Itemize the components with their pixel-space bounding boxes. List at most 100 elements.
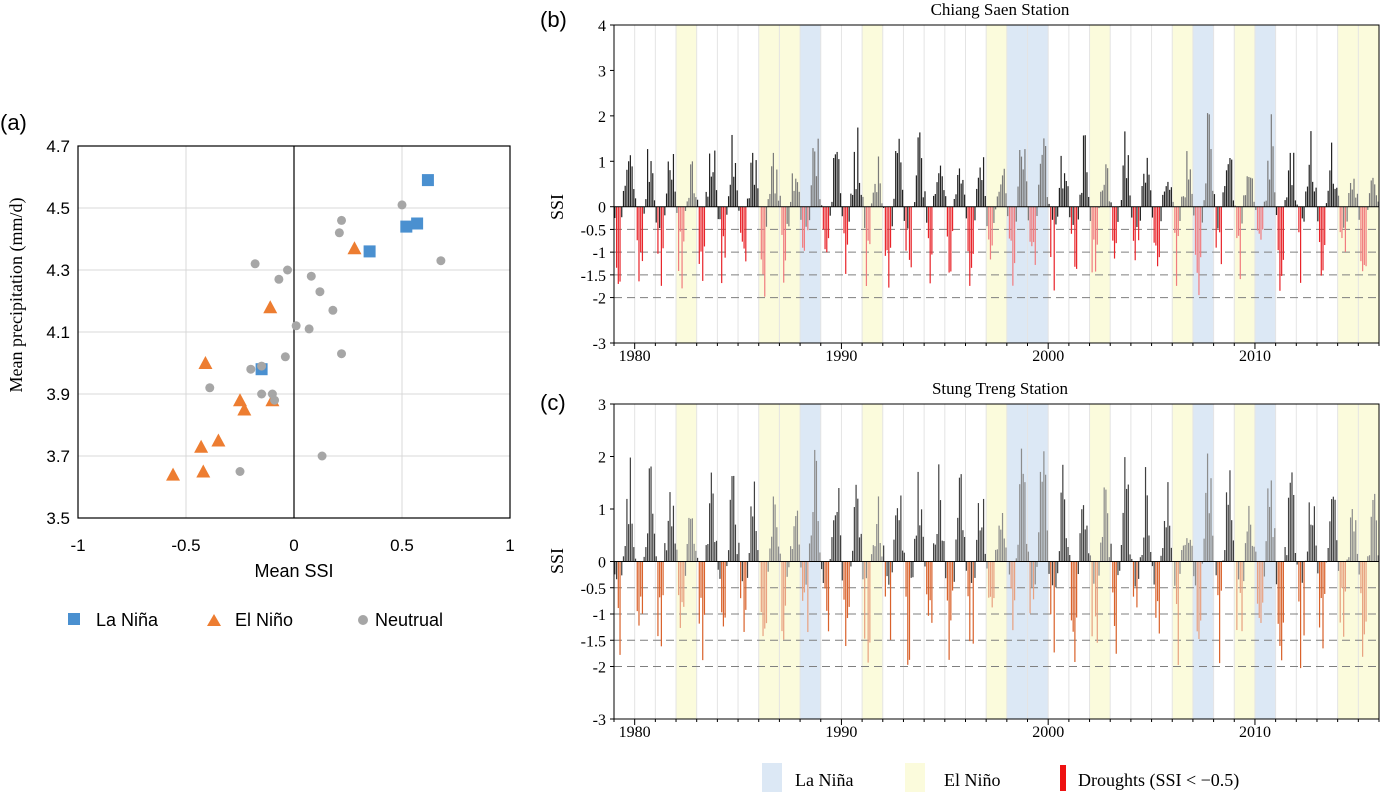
ssi-bar [1219, 206, 1221, 233]
ssi-bar [876, 192, 878, 207]
ssi-bar [707, 196, 709, 207]
ssi-bar [1365, 206, 1367, 267]
ssi-bar [764, 206, 766, 297]
ssi-bar [1024, 482, 1026, 562]
ssi-bar [1231, 520, 1233, 562]
x-tick-label: 1980 [619, 724, 651, 741]
ssi-bar [819, 199, 821, 207]
ssi-bar [1306, 551, 1309, 562]
ssi-bar [869, 561, 871, 643]
ssi-bar [900, 495, 902, 562]
ssi-bar [659, 206, 661, 228]
ssi-bar [769, 548, 771, 562]
x-tick-label: 2000 [1032, 724, 1064, 741]
ssi-bar [1312, 181, 1314, 207]
la-nina-band [800, 25, 821, 343]
ssi-bar [917, 471, 919, 562]
ssi-bar [1144, 467, 1147, 562]
ssi-bar [827, 561, 830, 632]
ssi-bar [705, 191, 707, 207]
ssi-bar [1262, 206, 1264, 230]
legend-el-nino-marker [207, 614, 221, 626]
ssi-bar [1365, 561, 1367, 622]
ssi-bar [1063, 499, 1066, 562]
ssi-bar [665, 550, 668, 562]
ssi-bar [807, 206, 809, 231]
ssi-bar [1184, 197, 1186, 207]
ssi-bar [1268, 179, 1271, 207]
ssi-bar [1158, 561, 1160, 634]
ssi-bar [1063, 173, 1066, 207]
ssi-bar [615, 206, 618, 268]
ssi-bar [1169, 189, 1171, 207]
ssi-bar [1251, 545, 1253, 562]
ssi-bar [1374, 493, 1376, 562]
ssi-bar [738, 206, 740, 211]
ssi-bar [1070, 561, 1073, 621]
y-tick-label: 2 [598, 109, 606, 126]
ssi-bar [1029, 206, 1031, 242]
y-tick-label: 1 [598, 154, 606, 171]
ssi-bar [1324, 206, 1326, 246]
ssi-bar [712, 172, 714, 207]
ssi-bar [1036, 561, 1038, 567]
ssi-bar [755, 160, 757, 207]
ssi-bar [1043, 138, 1045, 207]
ssi-bar [1034, 561, 1036, 585]
ssi-bar [872, 192, 874, 207]
ssi-bar [1036, 206, 1038, 217]
ssi-bar [684, 561, 687, 576]
ssi-bar [622, 190, 625, 207]
point-la-nina [411, 217, 424, 230]
ssi-bar [1320, 206, 1322, 276]
ssi-bar [934, 194, 936, 207]
ssi-bar [814, 449, 816, 562]
ssi-bar [1003, 538, 1005, 562]
ssi-bar [741, 561, 743, 582]
ssi-bar [1367, 556, 1369, 562]
ssi-bar [1237, 561, 1240, 580]
ssi-bar [838, 159, 840, 207]
point-la-nina [363, 245, 376, 258]
ssi-bar [1332, 496, 1334, 562]
ssi-bar [1332, 183, 1334, 207]
ssi-bar [1167, 181, 1169, 207]
point-neutral [304, 324, 314, 334]
ssi-bar [991, 206, 993, 246]
ssi-bar [964, 536, 966, 562]
ssi-bar [1346, 206, 1348, 222]
x-tick-label: 2010 [1239, 348, 1271, 365]
ssi-bar [1058, 551, 1060, 562]
ssi-bar [1337, 195, 1340, 207]
ssi-bar [1069, 555, 1071, 562]
ssi-bar [1239, 206, 1241, 280]
ssi-bar [1348, 193, 1350, 207]
ssi-bar [690, 518, 692, 562]
ssi-bar [678, 206, 680, 271]
x-tick-label: 1 [505, 536, 514, 555]
ssi-bar [1065, 180, 1067, 207]
ssi-bar [783, 561, 785, 640]
point-la-nina [421, 174, 434, 187]
ssi-bar [736, 190, 738, 207]
la-nina-band [1027, 25, 1049, 343]
ssi-bar [741, 206, 743, 242]
ssi-bar [1358, 561, 1360, 575]
y-tick-label: -1.5 [581, 268, 606, 285]
ssi-bar [836, 511, 838, 562]
ssi-bar [1079, 194, 1081, 207]
panel-label-c: (c) [540, 390, 566, 415]
ssi-bar [690, 164, 692, 207]
ssi-bar [1143, 537, 1145, 562]
ssi-bar [1225, 492, 1228, 562]
el-nino-band [758, 25, 780, 343]
ssi-bar [1098, 561, 1100, 576]
ssi-bar [1301, 561, 1303, 583]
ssi-bar [688, 517, 690, 562]
ssi-bar [1320, 561, 1322, 599]
ssi-bar [931, 206, 933, 255]
ssi-bar [1217, 206, 1219, 229]
ssi-bar [1122, 165, 1124, 207]
ssi-bar [802, 206, 804, 248]
point-neutral [397, 200, 407, 210]
